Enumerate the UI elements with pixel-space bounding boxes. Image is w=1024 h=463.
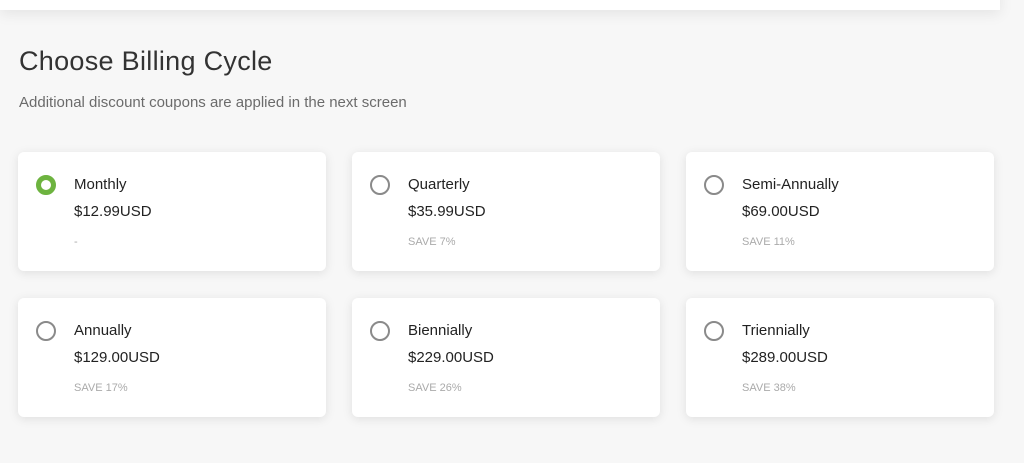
option-price: $289.00USD [742, 349, 828, 366]
option-price: $12.99USD [74, 203, 152, 220]
option-price: $229.00USD [408, 349, 494, 366]
radio-button[interactable] [370, 321, 390, 341]
billing-option-triennially[interactable]: Triennially $289.00USD SAVE 38% [686, 298, 994, 417]
top-panel [0, 0, 1000, 10]
billing-option-annually[interactable]: Annually $129.00USD SAVE 17% [18, 298, 326, 417]
billing-option-semi-annually[interactable]: Semi-Annually $69.00USD SAVE 11% [686, 152, 994, 271]
option-name: Semi-Annually [742, 176, 839, 193]
option-savings: - [74, 236, 78, 248]
billing-option-biennially[interactable]: Biennially $229.00USD SAVE 26% [352, 298, 660, 417]
page-subtitle: Additional discount coupons are applied … [19, 94, 407, 111]
option-price: $129.00USD [74, 349, 160, 366]
option-price: $69.00USD [742, 203, 820, 220]
radio-button[interactable] [36, 321, 56, 341]
option-savings: SAVE 11% [742, 236, 795, 248]
option-name: Monthly [74, 176, 127, 193]
option-savings: SAVE 26% [408, 382, 462, 394]
page-title: Choose Billing Cycle [19, 46, 273, 76]
option-name: Quarterly [408, 176, 470, 193]
billing-option-monthly[interactable]: Monthly $12.99USD - [18, 152, 326, 271]
radio-button[interactable] [704, 175, 724, 195]
option-name: Biennially [408, 322, 473, 339]
option-name: Annually [74, 322, 132, 339]
option-savings: SAVE 17% [74, 382, 128, 394]
option-savings: SAVE 7% [408, 236, 456, 248]
radio-button[interactable] [36, 175, 56, 195]
option-price: $35.99USD [408, 203, 486, 220]
radio-button[interactable] [370, 175, 390, 195]
option-name: Triennially [742, 322, 810, 339]
radio-button[interactable] [704, 321, 724, 341]
billing-option-quarterly[interactable]: Quarterly $35.99USD SAVE 7% [352, 152, 660, 271]
option-savings: SAVE 38% [742, 382, 796, 394]
